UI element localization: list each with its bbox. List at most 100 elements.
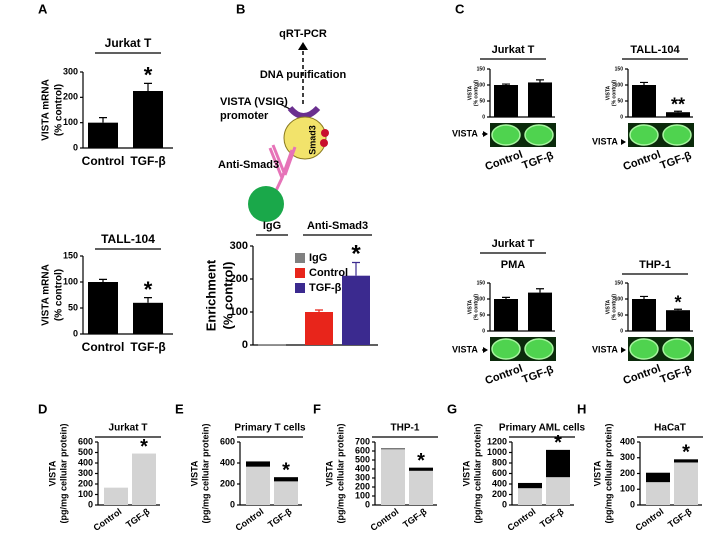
y-tick-label: 100: [615, 296, 624, 302]
error-bar: [640, 81, 648, 85]
chart-title: THP-1: [639, 259, 671, 271]
error-bar: [144, 297, 152, 303]
y-tick-label: 200: [492, 489, 507, 499]
bar-segment: [546, 449, 570, 478]
y-tick-label: 1200: [487, 436, 507, 446]
promoter-label: promoter: [220, 110, 269, 122]
panel-letter: H: [577, 401, 586, 416]
blot-well: [524, 124, 554, 146]
error-bar: [502, 83, 510, 85]
y-tick-label: 400: [492, 478, 507, 488]
y-axis-label: (pg/mg cellular protein): [472, 423, 482, 523]
y-tick-label: 300: [78, 468, 93, 478]
y-axis-label: VISTA: [189, 460, 199, 486]
blot-well: [629, 338, 659, 360]
chart-title: Jurkat T: [492, 44, 535, 56]
chart-title: HaCaT: [654, 423, 686, 434]
y-tick-label: 0: [73, 328, 78, 338]
bar-segment: [246, 466, 270, 505]
blot-well: [662, 124, 692, 146]
x-tick-label: TGF-β: [659, 364, 694, 386]
x-tick-label: Control: [82, 154, 125, 168]
y-axis-label: (% control): [473, 80, 479, 106]
legend-label: TGF-β: [309, 282, 342, 294]
significance-mark: *: [554, 432, 562, 454]
y-tick-label: 0: [88, 499, 93, 509]
y-tick-label: 0: [482, 328, 485, 334]
y-axis-label: (% control): [473, 294, 479, 320]
bar-segment: [381, 449, 405, 505]
bar-segment: [274, 477, 298, 482]
blot-well: [491, 338, 521, 360]
y-axis-label: VISTA mRNA: [41, 264, 52, 326]
blot-arrow-head: [483, 347, 488, 353]
bar: [666, 310, 690, 331]
y-tick-label: 500: [78, 447, 93, 457]
legend-swatch: [295, 253, 305, 263]
bar: [528, 82, 552, 117]
y-tick-label: 0: [482, 114, 485, 120]
blot-well: [662, 338, 692, 360]
bar-segment: [674, 459, 698, 463]
y-axis-label: (% control): [54, 269, 65, 321]
y-tick-label: 200: [230, 273, 248, 285]
legend-swatch: [295, 268, 305, 278]
bar: [528, 292, 552, 331]
y-tick-label: 0: [620, 114, 623, 120]
y-axis-label: VISTA: [461, 460, 471, 486]
panel-letter: C: [455, 1, 465, 16]
y-tick-label: 400: [355, 463, 370, 473]
antibody-label: Anti-Smad3: [218, 159, 279, 171]
error-bar: [144, 82, 152, 91]
bar-segment: [646, 472, 670, 483]
y-tick-label: 400: [220, 457, 235, 467]
error-bar: [536, 288, 544, 293]
y-axis-label: (pg/mg cellular protein): [603, 423, 613, 523]
y-tick-label: 700: [355, 436, 370, 446]
y-axis-label: Enrichment: [203, 259, 218, 331]
y-tick-label: 100: [477, 82, 486, 88]
panel-letter: D: [38, 401, 47, 416]
blot-label: VISTA: [592, 136, 618, 146]
chart-title: Jurkat T: [492, 238, 535, 250]
chart-title: Jurkat T: [105, 36, 152, 50]
y-tick-label: 150: [477, 280, 486, 286]
chart-title: TALL-104: [630, 44, 680, 56]
phospho-dot: [320, 139, 328, 147]
x-tick-label: TGF-β: [666, 506, 694, 530]
x-tick-label: Control: [622, 149, 663, 174]
y-tick-label: 100: [63, 117, 78, 127]
blot-arrow-head: [621, 139, 626, 145]
schematic: qRT-PCR DNA purification VISTA (VSIG) pr…: [218, 28, 346, 222]
y-tick-label: 800: [492, 457, 507, 467]
blot-label: VISTA: [592, 344, 618, 354]
significance-mark: *: [674, 293, 681, 313]
y-tick-label: 300: [230, 240, 248, 252]
x-tick-label: Control: [484, 363, 525, 388]
x-tick-label: Control: [634, 506, 666, 533]
y-tick-label: 0: [630, 499, 635, 509]
y-tick-label: 0: [242, 339, 248, 351]
y-axis-label: VISTA: [467, 299, 473, 314]
chart-title: THP-1: [391, 423, 420, 434]
x-tick-label: Control: [369, 506, 401, 533]
y-tick-label: 100: [355, 490, 370, 500]
panel-letter: A: [38, 1, 48, 16]
bar-segment: [409, 470, 433, 505]
y-tick-label: 50: [68, 302, 78, 312]
bar-segment: [246, 461, 270, 467]
group-label: IgG: [263, 220, 281, 232]
error-bar: [502, 296, 510, 299]
bar: [133, 91, 163, 148]
arrow-head: [298, 42, 308, 50]
y-axis-label: VISTA: [47, 460, 57, 486]
y-tick-label: 150: [615, 280, 624, 286]
bar: [342, 275, 370, 345]
x-tick-label: TGF-β: [401, 506, 429, 530]
y-tick-label: 600: [492, 468, 507, 478]
y-tick-label: 400: [620, 436, 635, 446]
bar: [88, 122, 118, 148]
panel-letter: B: [236, 1, 245, 16]
y-axis-label: (pg/mg cellular protein): [200, 423, 210, 523]
